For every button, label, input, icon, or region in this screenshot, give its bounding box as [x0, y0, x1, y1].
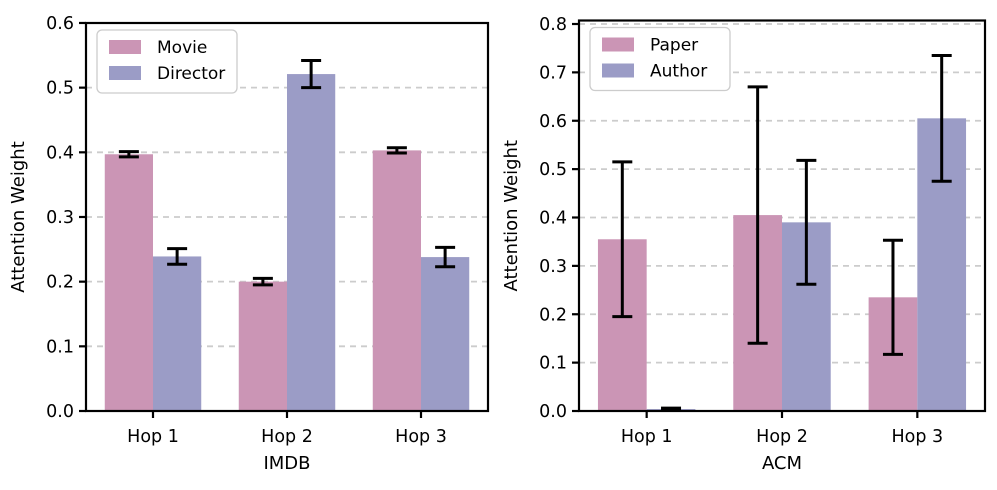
- legend-swatch-director: [109, 66, 141, 80]
- legend-label-paper: Paper: [650, 36, 698, 56]
- legend-label-director: Director: [157, 64, 225, 84]
- y-axis-tick-label: 0.1: [46, 337, 74, 357]
- bar-movie-hop-2: [238, 281, 287, 411]
- x-axis-tick-label-hop-1: Hop 1: [127, 427, 179, 447]
- legend-label-movie: Movie: [157, 38, 207, 58]
- y-axis-tick-label: 0.2: [539, 305, 567, 325]
- legend-label-author: Author: [650, 62, 707, 82]
- x-axis-tick-label-hop-1: Hop 1: [621, 427, 673, 447]
- bar-director-hop-1: [153, 256, 202, 411]
- bar-movie-hop-1: [104, 154, 153, 411]
- bar-director-hop-3: [421, 257, 470, 411]
- y-axis-tick-label: 0.6: [539, 112, 567, 132]
- y-axis-tick-label: 0.0: [46, 402, 74, 422]
- x-axis-tick-label-hop-3: Hop 3: [891, 427, 943, 447]
- y-axis-tick-label: 0.6: [46, 14, 74, 34]
- x-axis-tick-label-hop-2: Hop 2: [261, 427, 313, 447]
- y-axis-label: Attention Weight: [8, 141, 29, 293]
- acm-chart: 0.0 0.1 0.2 0.3 0.4 0.5 0.6 0.7 0.8 Hop 1 Hop 2 Hop…: [501, 15, 987, 474]
- y-axis-label: Attention Weight: [501, 140, 522, 292]
- legend-swatch-paper: [602, 37, 634, 52]
- imdb-chart: 0.0 0.1 0.2 0.3 0.4 0.5 0.6 Hop 1 Hop 2 Hop 3 IMDB…: [8, 14, 490, 474]
- x-axis-label: IMDB: [263, 453, 310, 474]
- x-axis-tick-label-hop-2: Hop 2: [756, 427, 808, 447]
- y-axis-tick-label: 0.4: [46, 143, 74, 163]
- y-axis-tick-label: 0.4: [539, 209, 567, 229]
- y-axis-tick-label: 0.3: [46, 208, 74, 228]
- legend-swatch-author: [602, 63, 634, 78]
- legend: Paper Author: [589, 26, 731, 92]
- bar-director-hop-2: [287, 74, 336, 411]
- y-axis-tick-label: 0.5: [46, 79, 74, 99]
- bar-movie-hop-3: [372, 150, 421, 412]
- x-axis-tick-label-hop-3: Hop 3: [395, 427, 447, 447]
- y-axis-tick-label: 0.8: [539, 15, 567, 35]
- x-axis-label: ACM: [762, 453, 802, 474]
- y-axis-tick-label: 0.7: [539, 63, 567, 83]
- y-axis-tick-label: 0.0: [539, 402, 567, 422]
- y-axis-tick-label: 0.5: [539, 160, 567, 180]
- y-axis-tick-label: 0.1: [539, 354, 567, 374]
- legend: Movie Director: [96, 29, 238, 94]
- y-axis-tick-label: 0.2: [46, 273, 74, 293]
- legend-swatch-movie: [109, 40, 141, 54]
- y-axis-tick-label: 0.3: [539, 257, 567, 277]
